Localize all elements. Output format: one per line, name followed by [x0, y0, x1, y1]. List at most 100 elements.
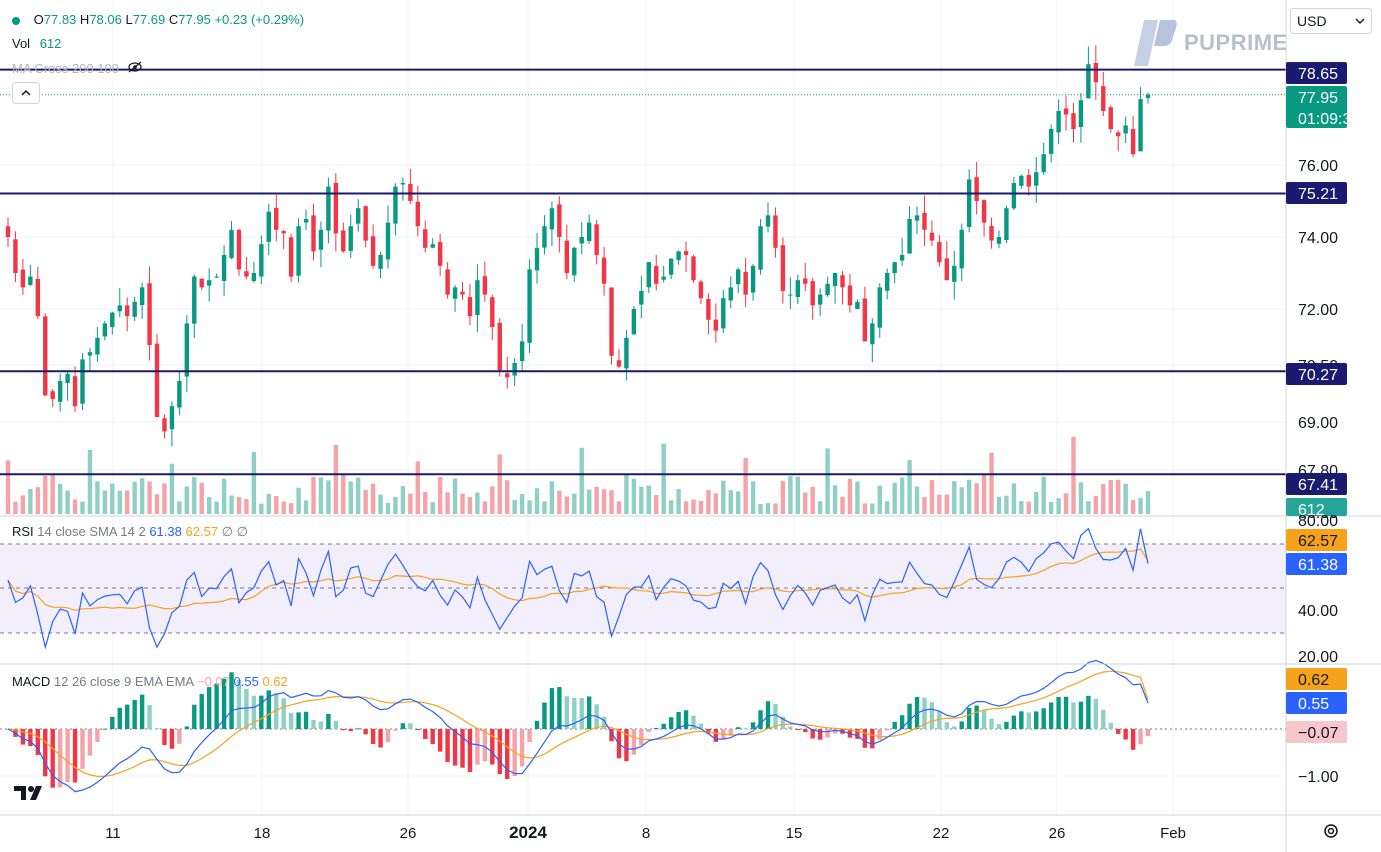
volume-bar	[20, 495, 26, 514]
candle-up	[758, 226, 763, 270]
macd-histogram-bar	[1108, 722, 1113, 729]
candle-down	[281, 231, 286, 234]
macd-histogram-bar	[1115, 729, 1121, 734]
last-price-badge-text: 01:09:30	[1298, 111, 1360, 128]
macd-legend[interactable]: MACD 12 26 close 9 EMA EMA −0.07 0.55 0.…	[12, 674, 288, 690]
volume-bar	[862, 503, 868, 514]
macd-histogram-bar	[765, 701, 771, 729]
volume-bar	[259, 503, 264, 514]
candle-down	[974, 177, 979, 201]
candle-down	[370, 236, 376, 266]
candle-up	[132, 301, 137, 317]
candle-up	[80, 359, 85, 404]
candle-up	[519, 341, 525, 362]
volume-bar	[743, 457, 748, 514]
volume-bar	[1071, 436, 1076, 514]
macd-histogram-bar	[221, 678, 227, 729]
candle-up	[355, 208, 361, 224]
macd-histogram-bar	[974, 705, 979, 729]
settings-gear-icon[interactable]	[1322, 822, 1340, 845]
volume-legend: Vol 612	[12, 36, 61, 52]
macd-histogram-bar	[1130, 729, 1136, 750]
ma-cross-legend[interactable]: MA Cross 200 100	[12, 61, 143, 77]
currency-value: USD	[1297, 13, 1327, 29]
volume-bar	[348, 481, 353, 514]
macd-tick-label: −1.00	[1298, 769, 1339, 786]
level-badge	[1286, 363, 1347, 385]
candle-down	[311, 215, 316, 252]
volume-bar	[437, 476, 443, 514]
macd-histogram-bar	[393, 729, 398, 731]
candle-up	[735, 269, 741, 285]
candle-up	[229, 229, 234, 259]
volume-bar	[423, 491, 428, 514]
macd-histogram-bar	[855, 729, 860, 739]
candle-down	[423, 229, 428, 248]
volume-bar	[780, 481, 786, 514]
horizontal-levels[interactable]	[0, 68, 1286, 476]
candle-down	[50, 391, 55, 399]
macd-histogram-bar	[527, 729, 532, 743]
candle-up	[214, 276, 219, 278]
candle-down	[698, 281, 704, 299]
currency-select[interactable]: USD	[1290, 8, 1372, 34]
candle-down	[1130, 129, 1136, 155]
candle-up	[393, 186, 398, 224]
candle-up	[139, 287, 145, 306]
candle-down	[937, 242, 942, 263]
macd-histogram-bar	[810, 729, 815, 739]
volume-bar	[266, 493, 271, 514]
macd-histogram-bar	[966, 707, 972, 729]
volume-bar	[661, 443, 666, 514]
volume-bar	[274, 495, 279, 514]
volume-bar	[415, 461, 421, 514]
chevron-up-icon	[21, 89, 31, 96]
macd-histogram-bar	[579, 698, 584, 729]
volume-bar	[43, 475, 48, 514]
volume-bar	[832, 485, 838, 514]
volume-bar	[452, 478, 458, 514]
collapse-legend-button[interactable]	[12, 82, 40, 104]
candle-down	[1108, 107, 1113, 129]
candle-up	[110, 312, 115, 328]
candle-down	[445, 269, 450, 295]
volume-value: 612	[39, 36, 62, 51]
macd-histogram-bar	[624, 729, 629, 762]
macd-histogram-bar	[1048, 702, 1054, 729]
candle-down	[654, 266, 659, 284]
chevron-down-icon	[1355, 18, 1365, 24]
candle-up	[825, 283, 830, 296]
volume-bar	[333, 444, 339, 514]
hidden-eye-icon[interactable]	[127, 61, 143, 76]
volume-bar	[519, 493, 525, 514]
tradingview-logo-icon[interactable]	[14, 784, 46, 808]
volume-bar	[959, 487, 964, 514]
volume-bar	[549, 481, 555, 514]
symbol-status-icon	[12, 16, 20, 25]
candle-up	[192, 276, 197, 324]
volume-bar	[1093, 496, 1099, 514]
macd-histogram-bar	[601, 716, 607, 729]
last-price-badge	[1286, 86, 1347, 128]
candle-up	[1056, 111, 1061, 133]
rsi-legend[interactable]: RSI 14 close SMA 14 2 61.38 62.57 ∅ ∅	[12, 524, 248, 540]
macd-histogram-bar	[728, 729, 733, 735]
macd-histogram-bar	[415, 729, 421, 730]
candle-up	[631, 309, 637, 335]
candle-up	[1086, 64, 1091, 99]
volume-bar	[847, 478, 853, 514]
volume-bar	[855, 481, 860, 514]
candle-down	[35, 278, 41, 317]
macd-histogram-bar	[378, 729, 383, 748]
level-badge-text: 70.27	[1298, 367, 1338, 384]
macd-hist-badge-text: −0.07	[1298, 725, 1339, 742]
rsi-sma-badge-text: 62.57	[1298, 533, 1338, 550]
macd-histogram-bar	[870, 729, 875, 749]
macd-histogram-bar	[229, 672, 234, 729]
rsi-value: 61.38	[149, 524, 182, 539]
macd-histogram-bar	[162, 729, 167, 746]
macd-histogram-bar	[698, 723, 704, 729]
candle-down	[929, 232, 935, 241]
volume-bar	[631, 478, 637, 514]
